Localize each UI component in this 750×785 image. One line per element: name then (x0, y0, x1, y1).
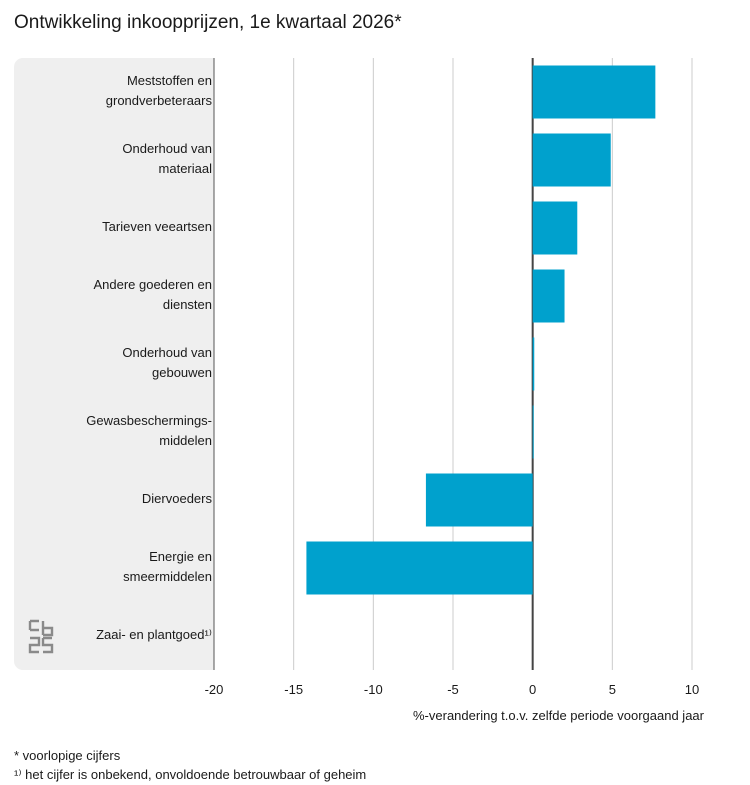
cbs-logo-icon (27, 618, 55, 663)
bar (532, 337, 535, 391)
chart-title: Ontwikkeling inkoopprijzen, 1e kwartaal … (14, 12, 402, 33)
category-label: Onderhoud van materiaal (122, 141, 212, 176)
bar (532, 405, 534, 459)
category-label: Energie en smeermiddelen (123, 549, 212, 584)
category-label: Tarieven veeartsen (102, 219, 212, 234)
x-tick-label: -5 (447, 682, 459, 697)
category-label: Zaai- en plantgoed¹⁾ (96, 627, 212, 642)
bar (532, 133, 611, 187)
bar (306, 541, 533, 595)
bar (532, 201, 578, 255)
category-label: Andere goederen en diensten (93, 277, 212, 312)
x-tick-label: 10 (685, 682, 699, 697)
category-label-panel (14, 58, 214, 670)
category-label: Onderhoud van gebouwen (122, 345, 212, 380)
x-tick-label: -10 (364, 682, 383, 697)
footnote-unknown: ¹⁾ het cijfer is onbekend, onvoldoende b… (14, 767, 367, 782)
x-tick-label: 5 (609, 682, 616, 697)
x-tick-label: -20 (205, 682, 224, 697)
category-label: Gewasbeschermings-middelen (86, 413, 212, 448)
category-label: Diervoeders (141, 491, 212, 506)
category-label: Meststoffen en grondverbeteraars (105, 73, 212, 108)
x-tick-label: 0 (529, 682, 536, 697)
footnote-preliminary: * voorlopige cijfers (14, 748, 121, 763)
bar (425, 473, 533, 527)
x-tick-label: -15 (284, 682, 303, 697)
bar (532, 269, 565, 323)
x-axis-label: %-verandering t.o.v. zelfde periode voor… (413, 708, 704, 723)
bar (532, 65, 656, 119)
